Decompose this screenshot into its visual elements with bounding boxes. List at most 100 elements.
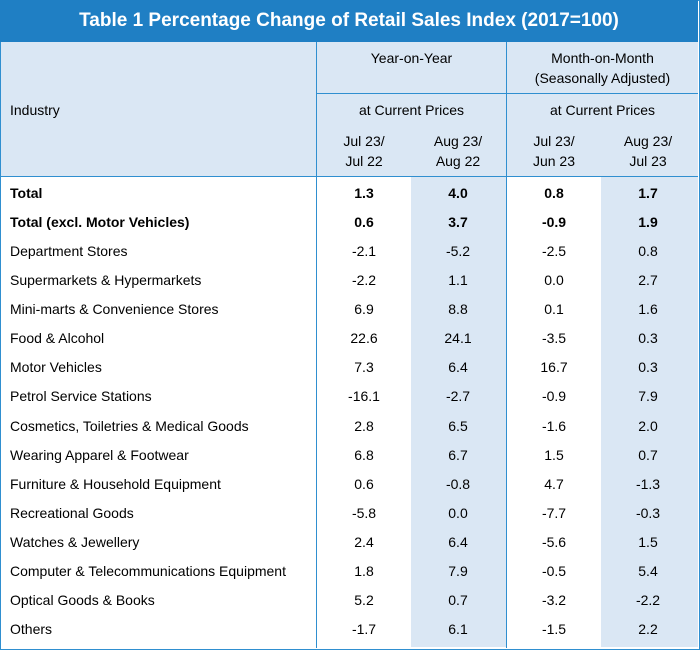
table-row: Computer & Telecommunications Equipment … bbox=[0, 556, 698, 585]
cell-yoy-jul: 2.8 bbox=[354, 418, 374, 434]
table-row: Optical Goods & Books 5.2 0.7 -3.2 -2.2 bbox=[0, 585, 698, 614]
col2-header-line1: Aug 23/ bbox=[433, 133, 483, 149]
cell-yoy-aug: 24.1 bbox=[444, 330, 472, 346]
cell-mom-aug: 0.3 bbox=[638, 330, 658, 346]
industry-header: Industry bbox=[10, 102, 60, 118]
cell-mom-jul: -0.9 bbox=[541, 214, 567, 230]
column-divider bbox=[506, 42, 507, 648]
shaded-column-yoy-aug bbox=[411, 177, 506, 647]
col3-header-line2: Jun 23 bbox=[532, 153, 576, 169]
table-row: Motor Vehicles 7.3 6.4 16.7 0.3 bbox=[0, 352, 698, 381]
table-row: Total 1.3 4.0 0.8 1.7 bbox=[0, 178, 698, 207]
cell-mom-aug: 1.6 bbox=[638, 301, 658, 317]
yoy-header: Year-on-Year bbox=[370, 50, 453, 66]
cell-mom-jul: 0.1 bbox=[544, 301, 564, 317]
cell-mom-jul: 16.7 bbox=[540, 359, 568, 375]
cell-yoy-jul: 0.6 bbox=[354, 476, 374, 492]
row-label: Petrol Service Stations bbox=[10, 388, 152, 404]
col4-header-line2: Jul 23 bbox=[629, 153, 667, 169]
cell-mom-aug: -2.2 bbox=[635, 592, 661, 608]
row-label: Computer & Telecommunications Equipment bbox=[10, 563, 286, 579]
row-label: Watches & Jewellery bbox=[10, 534, 140, 550]
cell-yoy-aug: 6.5 bbox=[448, 418, 468, 434]
cell-mom-aug: 0.8 bbox=[638, 243, 658, 259]
cell-mom-aug: -0.3 bbox=[635, 505, 661, 521]
column-divider bbox=[316, 42, 317, 648]
row-label: Recreational Goods bbox=[10, 505, 134, 521]
cell-yoy-aug: 0.7 bbox=[448, 592, 468, 608]
cell-mom-jul: -0.5 bbox=[541, 563, 567, 579]
cell-mom-aug: 1.5 bbox=[638, 534, 658, 550]
table-row: Supermarkets & Hypermarkets -2.2 1.1 0.0… bbox=[0, 265, 698, 294]
mom-header-line2: (Seasonally Adjusted) bbox=[534, 70, 671, 86]
cell-yoy-aug: 6.4 bbox=[448, 359, 468, 375]
cell-mom-jul: -7.7 bbox=[541, 505, 567, 521]
cell-yoy-aug: 7.9 bbox=[448, 563, 468, 579]
cell-mom-jul: -1.6 bbox=[541, 418, 567, 434]
cell-yoy-jul: -2.1 bbox=[351, 243, 377, 259]
cell-yoy-aug: 6.1 bbox=[448, 621, 468, 637]
cell-yoy-jul: 7.3 bbox=[354, 359, 374, 375]
cell-yoy-jul: 5.2 bbox=[354, 592, 374, 608]
cell-mom-jul: -1.5 bbox=[541, 621, 567, 637]
table-row: Others -1.7 6.1 -1.5 2.2 bbox=[0, 614, 698, 643]
cell-yoy-aug: 8.8 bbox=[448, 301, 468, 317]
col3-header-line1: Jul 23/ bbox=[533, 133, 575, 149]
col1-header-line2: Jul 22 bbox=[345, 153, 383, 169]
row-label: Furniture & Household Equipment bbox=[10, 476, 221, 492]
cell-mom-jul: -3.2 bbox=[541, 592, 567, 608]
cell-yoy-jul: 1.3 bbox=[354, 185, 374, 201]
cell-yoy-jul: -1.7 bbox=[351, 621, 377, 637]
cell-yoy-aug: 1.1 bbox=[448, 272, 468, 288]
table-row: Mini-marts & Convenience Stores 6.9 8.8 … bbox=[0, 294, 698, 323]
cell-mom-jul: -0.9 bbox=[541, 388, 567, 404]
header-divider bbox=[316, 93, 698, 94]
cell-yoy-aug: 3.7 bbox=[448, 214, 468, 230]
cell-mom-aug: 2.2 bbox=[638, 621, 658, 637]
cell-yoy-aug: 0.0 bbox=[448, 505, 468, 521]
row-label: Motor Vehicles bbox=[10, 359, 102, 375]
header-bottom-divider bbox=[0, 176, 698, 177]
cell-mom-jul: -5.6 bbox=[541, 534, 567, 550]
table-title: Table 1 Percentage Change of Retail Sale… bbox=[0, 0, 698, 42]
table-row: Watches & Jewellery 2.4 6.4 -5.6 1.5 bbox=[0, 527, 698, 556]
cell-yoy-jul: -16.1 bbox=[348, 388, 380, 404]
cell-yoy-aug: -0.8 bbox=[445, 476, 471, 492]
cell-yoy-jul: 2.4 bbox=[354, 534, 374, 550]
cell-mom-aug: 2.7 bbox=[638, 272, 658, 288]
row-label: Wearing Apparel & Footwear bbox=[10, 447, 189, 463]
table-row: Total (excl. Motor Vehicles) 0.6 3.7 -0.… bbox=[0, 207, 698, 236]
table-row: Furniture & Household Equipment 0.6 -0.8… bbox=[0, 469, 698, 498]
row-label: Total bbox=[10, 185, 43, 201]
shaded-column-mom-aug bbox=[601, 177, 698, 647]
row-label: Department Stores bbox=[10, 243, 128, 259]
col4-header-line1: Aug 23/ bbox=[623, 133, 673, 149]
cell-yoy-jul: 22.6 bbox=[350, 330, 378, 346]
cell-mom-jul: -2.5 bbox=[541, 243, 567, 259]
cell-mom-jul: 0.8 bbox=[544, 185, 564, 201]
yoy-prices-header: at Current Prices bbox=[358, 102, 465, 118]
row-label: Others bbox=[10, 621, 53, 637]
cell-yoy-aug: -5.2 bbox=[445, 243, 471, 259]
col1-header-line1: Jul 23/ bbox=[343, 133, 385, 149]
mom-prices-header: at Current Prices bbox=[549, 102, 656, 118]
mom-header-line1: Month-on-Month bbox=[551, 50, 654, 66]
cell-yoy-aug: 4.0 bbox=[448, 185, 468, 201]
table-header bbox=[1, 42, 698, 176]
cell-mom-aug: 1.7 bbox=[638, 185, 658, 201]
cell-mom-aug: 0.7 bbox=[638, 447, 658, 463]
col2-header-line2: Aug 22 bbox=[435, 153, 481, 169]
cell-yoy-jul: 0.6 bbox=[354, 214, 374, 230]
cell-yoy-jul: 6.8 bbox=[354, 447, 374, 463]
cell-mom-jul: 4.7 bbox=[544, 476, 564, 492]
cell-mom-jul: 1.5 bbox=[544, 447, 564, 463]
cell-mom-aug: 1.9 bbox=[638, 214, 658, 230]
table-row: Department Stores -2.1 -5.2 -2.5 0.8 bbox=[0, 236, 698, 265]
row-label: Mini-marts & Convenience Stores bbox=[10, 301, 219, 317]
table-row: Food & Alcohol 22.6 24.1 -3.5 0.3 bbox=[0, 323, 698, 352]
row-label: Optical Goods & Books bbox=[10, 592, 155, 608]
cell-mom-aug: 7.9 bbox=[638, 388, 658, 404]
cell-mom-jul: 0.0 bbox=[544, 272, 564, 288]
cell-yoy-aug: -2.7 bbox=[445, 388, 471, 404]
cell-yoy-jul: -5.8 bbox=[351, 505, 377, 521]
